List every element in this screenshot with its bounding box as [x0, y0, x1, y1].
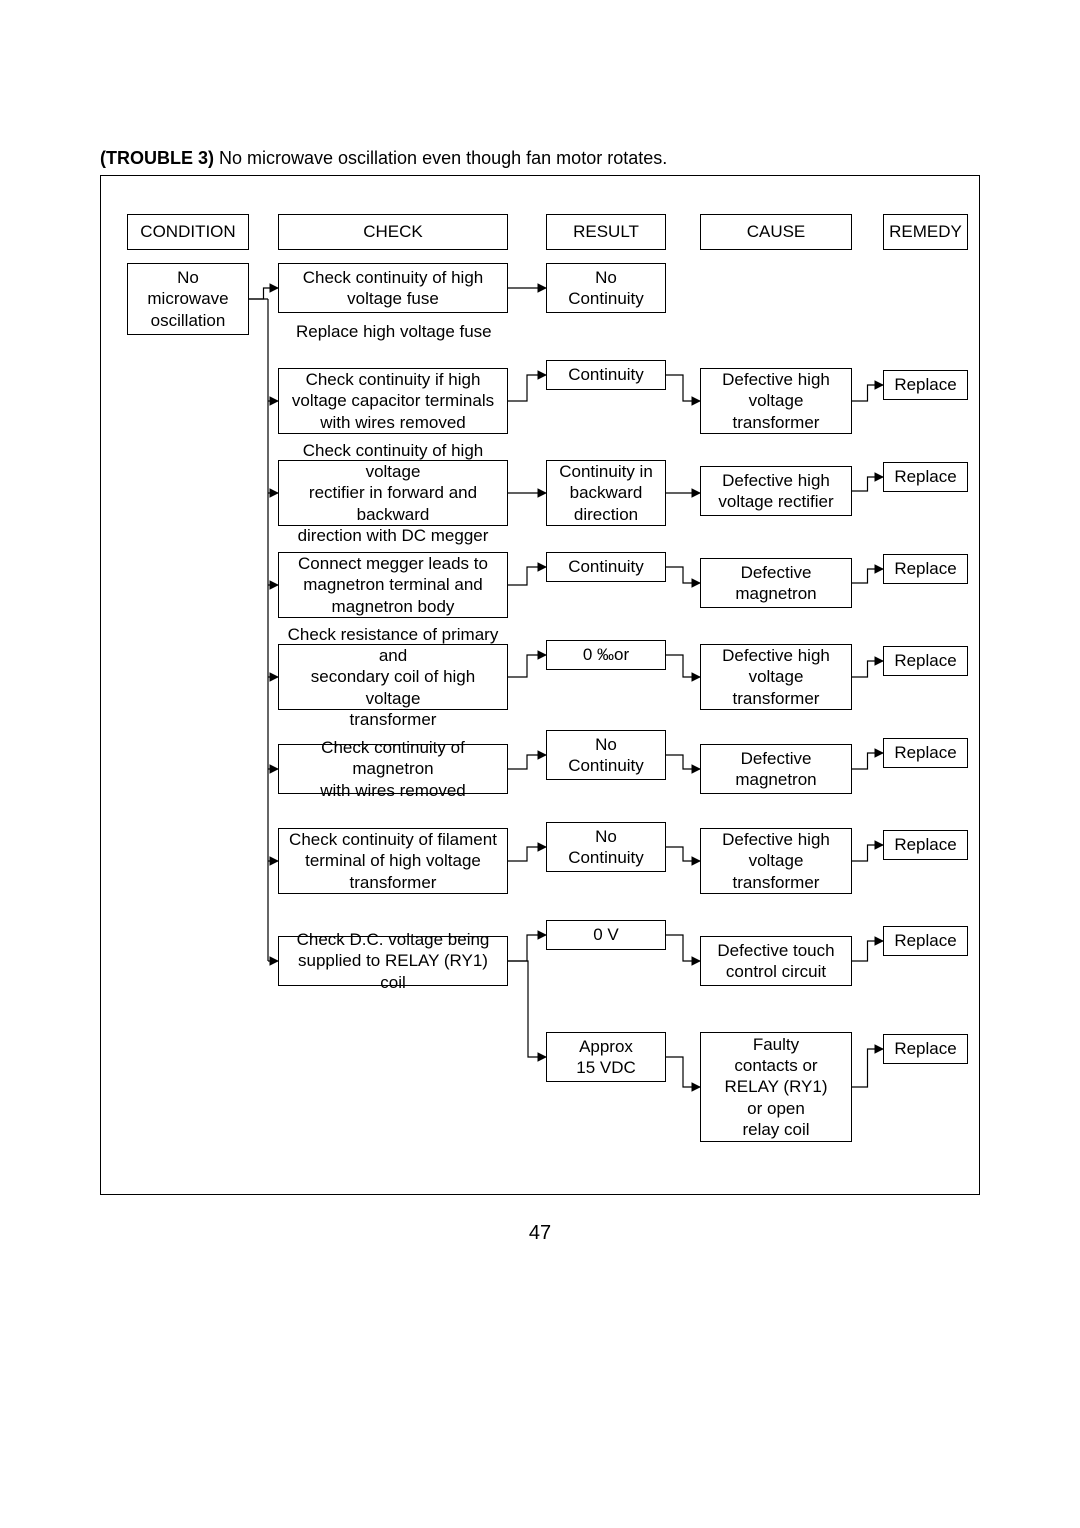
- header-cause: CAUSE: [700, 214, 852, 250]
- remedy-node-7: Replace: [883, 926, 968, 956]
- result-node-3: Continuity: [546, 552, 666, 582]
- check-node-2: Check continuity of high voltagerectifie…: [278, 460, 508, 526]
- cause-node-1: Defective highvoltagetransformer: [700, 368, 852, 434]
- remedy-node-6: Replace: [883, 830, 968, 860]
- cause-node-3: Defectivemagnetron: [700, 558, 852, 608]
- cause-node-7: Defective touchcontrol circuit: [700, 936, 852, 986]
- check-node-6: Check continuity of filamentterminal of …: [278, 828, 508, 894]
- result-node-1: Continuity: [546, 360, 666, 390]
- cause-node-8: Faultycontacts orRELAY (RY1)or openrelay…: [700, 1032, 852, 1142]
- header-check: CHECK: [278, 214, 508, 250]
- condition-node: Nomicrowaveoscillation: [127, 263, 249, 335]
- remedy-node-1: Replace: [883, 370, 968, 400]
- cause-node-2: Defective highvoltage rectifier: [700, 466, 852, 516]
- result-node-2: Continuity inbackwarddirection: [546, 460, 666, 526]
- result-node-6: NoContinuity: [546, 822, 666, 872]
- remedy-node-2: Replace: [883, 462, 968, 492]
- result-node-4: 0 ‰or: [546, 640, 666, 670]
- replace-fuse-label: Replace high voltage fuse: [296, 322, 492, 342]
- remedy-node-8: Replace: [883, 1034, 968, 1064]
- remedy-node-4: Replace: [883, 646, 968, 676]
- check-node-3: Connect megger leads tomagnetron termina…: [278, 552, 508, 618]
- trouble-title-bold: (TROUBLE 3): [100, 148, 214, 168]
- check-node-7: Check D.C. voltage beingsupplied to RELA…: [278, 936, 508, 986]
- page: (TROUBLE 3) No microwave oscillation eve…: [0, 0, 1080, 1528]
- check-node-4: Check resistance of primary andsecondary…: [278, 644, 508, 710]
- check-node-1: Check continuity if highvoltage capacito…: [278, 368, 508, 434]
- remedy-node-5: Replace: [883, 738, 968, 768]
- result-node-5: NoContinuity: [546, 730, 666, 780]
- cause-node-5: Defectivemagnetron: [700, 744, 852, 794]
- result-node-8: Approx15 VDC: [546, 1032, 666, 1082]
- header-condition: CONDITION: [127, 214, 249, 250]
- trouble-title-rest: No microwave oscillation even though fan…: [214, 148, 667, 168]
- cause-node-6: Defective highvoltagetransformer: [700, 828, 852, 894]
- remedy-node-3: Replace: [883, 554, 968, 584]
- page-number: 47: [0, 1222, 1080, 1245]
- check-node-0: Check continuity of highvoltage fuse: [278, 263, 508, 313]
- check-node-5: Check continuity of magnetronwith wires …: [278, 744, 508, 794]
- result-node-7: 0 V: [546, 920, 666, 950]
- result-node-0: NoContinuity: [546, 263, 666, 313]
- cause-node-4: Defective highvoltagetransformer: [700, 644, 852, 710]
- trouble-title: (TROUBLE 3) No microwave oscillation eve…: [100, 148, 667, 169]
- header-remedy: REMEDY: [883, 214, 968, 250]
- header-result: RESULT: [546, 214, 666, 250]
